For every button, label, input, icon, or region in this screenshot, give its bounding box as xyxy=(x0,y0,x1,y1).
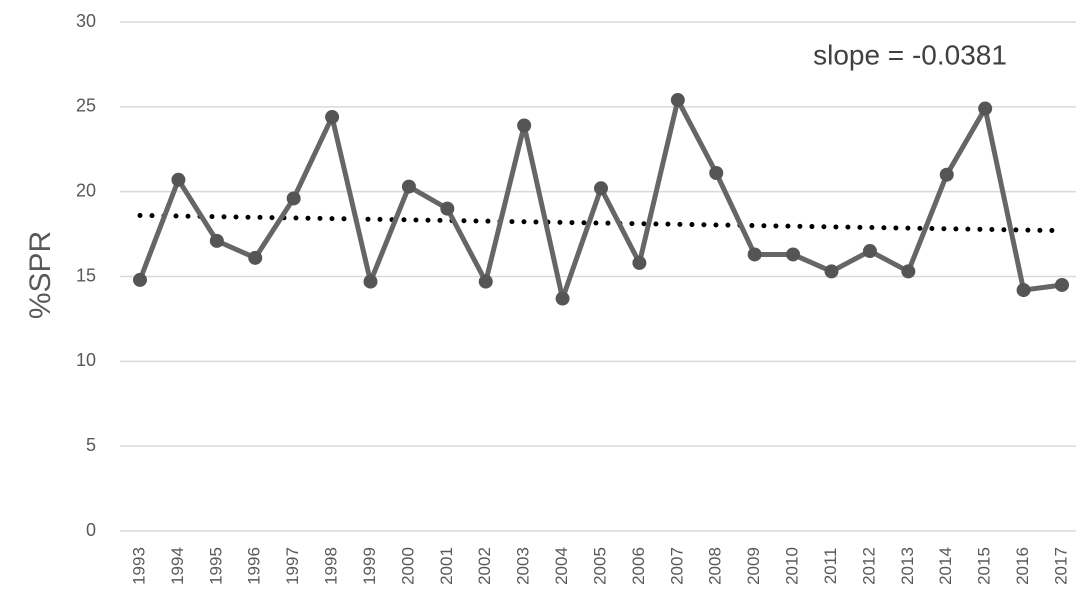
x-tick-label: 2001 xyxy=(437,547,456,585)
data-point xyxy=(1016,283,1031,298)
data-point xyxy=(325,110,340,125)
data-point xyxy=(670,93,685,108)
data-point xyxy=(862,244,877,259)
data-point xyxy=(1055,277,1069,292)
data-line xyxy=(137,97,1063,302)
y-tick-label: 10 xyxy=(76,350,96,370)
data-point xyxy=(133,272,147,287)
x-tick-label: 2008 xyxy=(706,547,725,585)
x-tick-label: 1999 xyxy=(360,547,379,585)
data-point xyxy=(594,181,608,196)
x-tick-label: 2009 xyxy=(744,547,763,585)
data-point xyxy=(632,255,647,270)
x-tick-label: 1998 xyxy=(322,547,341,585)
x-tick-label: 2007 xyxy=(667,547,686,585)
x-tick-label: 2015 xyxy=(975,547,994,585)
y-axis-label: %SPR xyxy=(24,231,57,319)
x-tick-label: 2004 xyxy=(552,547,571,585)
annotation: slope = -0.0381 xyxy=(813,39,1007,70)
data-point xyxy=(478,274,493,289)
y-tick-label: 30 xyxy=(76,11,96,31)
x-tick-label: 2000 xyxy=(398,547,417,585)
data-point xyxy=(248,250,263,265)
trendline xyxy=(137,212,1065,234)
x-tick-label: 2005 xyxy=(590,547,609,585)
data-point xyxy=(901,264,916,279)
data-point xyxy=(209,233,224,248)
y-tick-label: 25 xyxy=(76,96,96,116)
x-tick-label: 1993 xyxy=(129,547,148,585)
data-point xyxy=(363,274,378,289)
x-tick-label: 1997 xyxy=(283,547,302,585)
x-tick-label: 2011 xyxy=(821,548,840,585)
x-tick-label: 2014 xyxy=(936,547,955,585)
x-tick-label: 2002 xyxy=(475,547,494,585)
data-point xyxy=(517,118,532,133)
data-point xyxy=(440,201,455,216)
y-tick-label: 20 xyxy=(76,180,96,200)
x-tick-label: 1995 xyxy=(206,547,225,585)
data-point xyxy=(555,291,570,306)
y-tick-label: 0 xyxy=(86,520,96,540)
x-tick-label: 1996 xyxy=(245,547,264,585)
data-point xyxy=(939,167,954,182)
x-tick-label: 1994 xyxy=(168,547,187,585)
y-tick-label: 15 xyxy=(76,265,96,285)
x-tick-label: 2006 xyxy=(629,547,648,585)
data-point xyxy=(786,247,801,262)
x-tick-label: 2003 xyxy=(514,547,533,585)
data-point xyxy=(824,264,839,279)
x-tick-label: 2013 xyxy=(898,547,917,585)
x-tick-label: 2017 xyxy=(1051,547,1070,585)
data-point xyxy=(171,172,186,187)
y-tick-label: 5 xyxy=(86,435,96,455)
data-point xyxy=(286,191,301,206)
data-point xyxy=(709,166,724,181)
data-point xyxy=(401,179,416,194)
x-tick-label: 2016 xyxy=(1013,547,1032,585)
data-point xyxy=(747,247,762,262)
x-tick-label: 2010 xyxy=(783,547,802,585)
data-point xyxy=(978,101,993,116)
x-tick-label: 2012 xyxy=(859,547,878,585)
